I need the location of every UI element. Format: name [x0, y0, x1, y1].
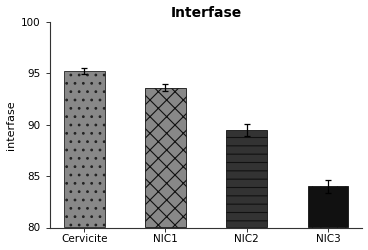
Title: Interfase: Interfase — [170, 6, 242, 20]
Bar — [145, 88, 186, 228]
Bar — [226, 130, 267, 228]
Y-axis label: interfase: interfase — [6, 100, 15, 150]
Bar — [64, 72, 105, 228]
Bar — [308, 186, 348, 228]
